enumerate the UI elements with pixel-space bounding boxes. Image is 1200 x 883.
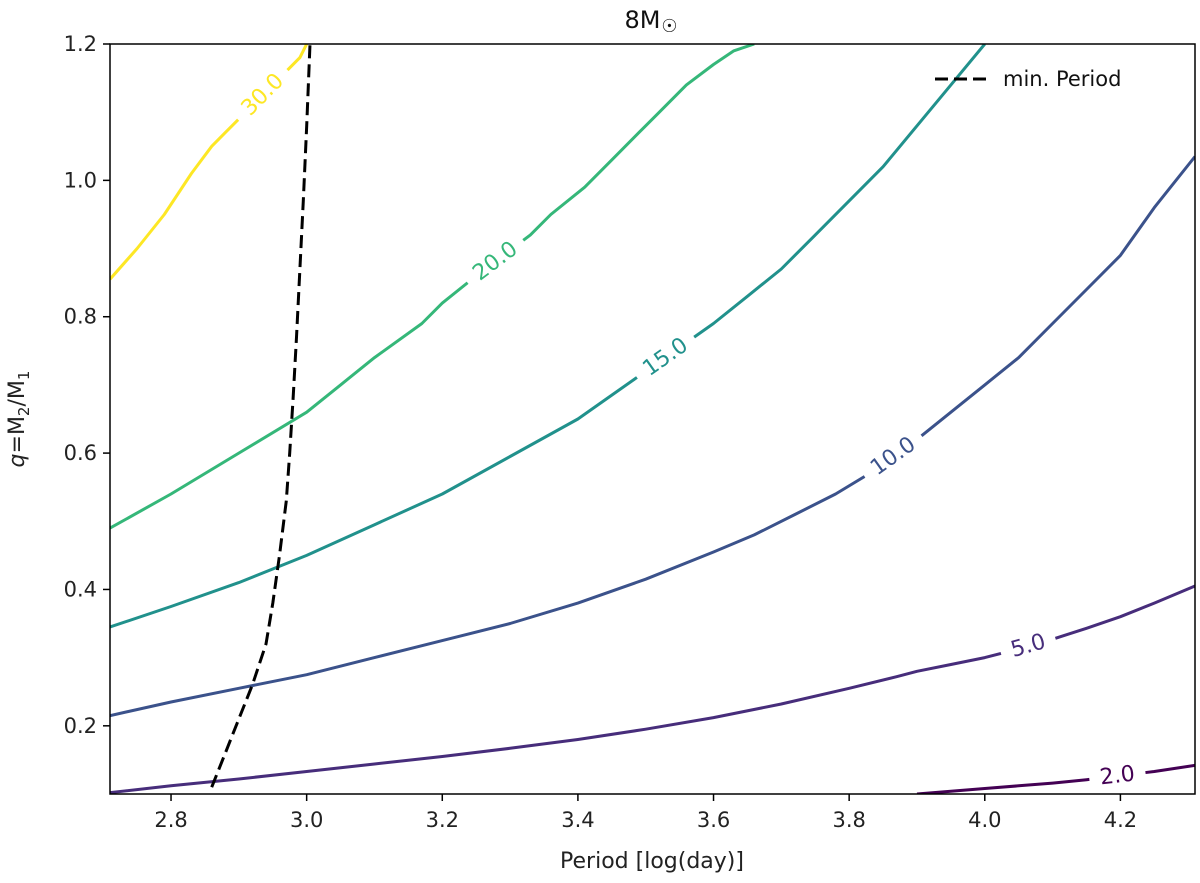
contour-label-10-0: 10.0: [866, 432, 920, 481]
y-tick-label: 1.0: [64, 168, 97, 192]
y-tick-label: 0.4: [64, 577, 97, 601]
x-tick-label: 3.0: [290, 808, 323, 832]
legend-label-min-period: min. Period: [1003, 67, 1121, 91]
sun-symbol: ☉: [661, 16, 677, 37]
contour-line-20-0: [110, 44, 755, 530]
y-axis-label-slash: /M: [5, 380, 30, 406]
min-period-layer: [210, 44, 312, 788]
y-axis-label-sub1: 1: [15, 371, 33, 381]
x-tick-label: 3.8: [832, 808, 865, 832]
x-tick-label: 4.2: [1104, 808, 1137, 832]
y-axis-label-eq: =M: [5, 416, 30, 453]
contour-label-15-0: 15.0: [638, 333, 692, 382]
contour-line-30-0: [110, 44, 309, 281]
y-axis-label-q: q: [5, 453, 30, 467]
contour-label-2-0: 2.0: [1099, 761, 1137, 790]
contour-line-2-0: [916, 763, 1195, 794]
legend: min. Period: [935, 67, 1121, 91]
contour-label-20-0: 20.0: [468, 237, 522, 286]
contour-label-5-0: 5.0: [1008, 629, 1048, 663]
chart-title: 8M☉: [624, 6, 677, 37]
x-tick-label: 4.0: [968, 808, 1001, 832]
x-tick-label: 2.8: [154, 808, 187, 832]
contour-label-30-0: 30.0: [237, 69, 289, 121]
y-tick-label: 1.2: [64, 32, 97, 56]
contour-line-15-0: [110, 44, 986, 629]
x-tick-label: 3.6: [697, 808, 730, 832]
x-tick-label: 3.4: [561, 808, 594, 832]
contour-line-10-0: [110, 155, 1195, 718]
y-axis-label-sub2: 2: [15, 407, 33, 417]
min-period-curve: [210, 44, 312, 788]
x-axis-label: Period [log(day)]: [560, 849, 744, 874]
y-tick-label: 0.2: [64, 714, 97, 738]
contour-labels-layer: 30.0 20.0 15.0 10.0 5.0 2.0: [237, 69, 1137, 791]
chart-title-main: 8M: [624, 6, 660, 34]
y-axis-label: q=M2/M1: [5, 371, 33, 468]
plot-frame: [109, 43, 1196, 795]
x-tick-label: 3.2: [426, 808, 459, 832]
contour-line-5-0: [110, 584, 1195, 794]
y-tick-label: 0.8: [64, 305, 97, 329]
y-tick-label: 0.6: [64, 441, 97, 465]
contours-layer: [110, 44, 1195, 794]
x-axis-ticks: 2.8 3.0 3.2 3.4 3.6 3.8 4.0 4.2: [154, 794, 1137, 832]
y-axis-ticks: 0.2 0.4 0.6 0.8 1.0 1.2: [64, 32, 110, 738]
